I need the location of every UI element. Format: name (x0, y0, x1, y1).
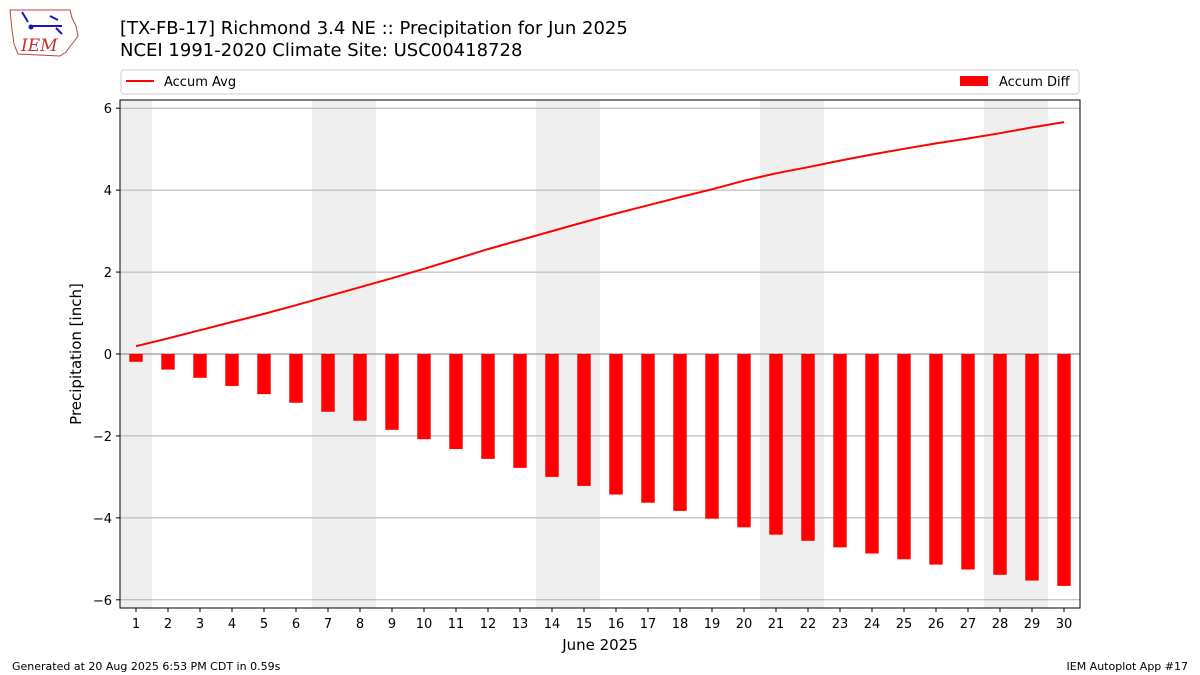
x-axis-ticks: 1 2 3 4 5 6 7 8 9 10 11 12 13 14 15 16 17 18 19 20 21 22 23 24 2… (132, 608, 1072, 632)
x-tick-label: 20 (736, 617, 753, 632)
y-tick-label: 2 (104, 266, 112, 281)
diff-bar (961, 354, 975, 570)
x-tick-label: 29 (1024, 617, 1041, 632)
x-tick-label: 7 (324, 617, 332, 632)
diff-bar (737, 354, 751, 528)
diff-bar (481, 354, 495, 459)
diff-bar (801, 354, 815, 541)
y-axis-ticks: −6 −4 −2 0 2 4 6 (93, 102, 120, 609)
diff-bar (993, 354, 1007, 575)
x-tick-label: 6 (292, 617, 300, 632)
weather-symbols-icon (21, 11, 63, 35)
x-tick-label: 15 (576, 617, 593, 632)
x-tick-label: 17 (640, 617, 657, 632)
x-tick-label: 30 (1056, 617, 1073, 632)
chart-title: [TX-FB-17] Richmond 3.4 NE :: Precipitat… (120, 18, 628, 39)
x-axis-label: June 2025 (561, 636, 638, 654)
diff-bar (609, 354, 623, 495)
x-tick-label: 4 (228, 617, 236, 632)
x-tick-label: 10 (416, 617, 433, 632)
diff-bar (929, 354, 943, 565)
x-tick-label: 18 (672, 617, 689, 632)
y-tick-label: 6 (104, 102, 112, 117)
diff-bar (641, 354, 655, 503)
diff-bar (545, 354, 559, 477)
diff-bar (225, 354, 239, 386)
chart-subtitle: NCEI 1991-2020 Climate Site: USC00418728 (120, 40, 523, 61)
y-tick-label: 0 (104, 348, 112, 363)
app-credit: IEM Autoplot App #17 (1066, 660, 1189, 673)
x-tick-label: 11 (448, 617, 465, 632)
diff-bar (705, 354, 719, 519)
x-tick-label: 9 (388, 617, 396, 632)
diff-bar (513, 354, 527, 468)
x-tick-label: 23 (832, 617, 849, 632)
diff-bar (257, 354, 271, 395)
diff-bar (897, 354, 911, 560)
x-tick-label: 5 (260, 617, 268, 632)
y-tick-label: −6 (93, 594, 112, 609)
y-tick-label: 4 (104, 184, 112, 199)
x-tick-label: 1 (132, 617, 140, 632)
diff-bar (321, 354, 335, 412)
diff-bar (129, 354, 143, 362)
x-tick-label: 16 (608, 617, 625, 632)
diff-bar (161, 354, 175, 370)
diff-bar (769, 354, 783, 535)
station-dot-icon (28, 24, 34, 30)
accum-diff-bars (129, 354, 1071, 586)
diff-bar (289, 354, 303, 403)
x-tick-label: 14 (544, 617, 561, 632)
legend-accum-diff-swatch (960, 76, 988, 86)
diff-bar (193, 354, 207, 378)
y-gridlines (120, 107, 1080, 601)
legend: Accum Avg Accum Diff (120, 69, 1080, 95)
x-tick-label: 12 (480, 617, 497, 632)
y-tick-label: −4 (93, 512, 112, 527)
diff-bar (417, 354, 431, 440)
diff-bar (1057, 354, 1071, 586)
diff-bar (833, 354, 847, 548)
y-tick-label: −2 (93, 430, 112, 445)
diff-bar (673, 354, 687, 511)
x-tick-label: 26 (928, 617, 945, 632)
y-axis-label: Precipitation [inch] (67, 283, 85, 425)
logo-text: IEM (20, 36, 58, 56)
generated-timestamp: Generated at 20 Aug 2025 6:53 PM CDT in … (12, 660, 281, 673)
diff-bar (353, 354, 367, 421)
iem-logo: IEM (9, 9, 79, 57)
x-tick-label: 13 (512, 617, 529, 632)
x-tick-label: 2 (164, 617, 172, 632)
diff-bar (865, 354, 879, 554)
legend-accum-diff-label: Accum Diff (999, 75, 1071, 90)
accum-avg-line (135, 121, 1065, 348)
x-tick-label: 28 (992, 617, 1009, 632)
legend-box (120, 69, 1080, 95)
diff-bar (449, 354, 463, 450)
x-tick-label: 21 (768, 617, 785, 632)
x-tick-label: 19 (704, 617, 721, 632)
diff-bar (385, 354, 399, 430)
legend-accum-avg-label: Accum Avg (164, 75, 236, 90)
x-tick-label: 22 (800, 617, 817, 632)
diff-bar (1025, 354, 1039, 581)
x-tick-label: 27 (960, 617, 977, 632)
diff-bar (577, 354, 591, 486)
x-tick-label: 25 (896, 617, 913, 632)
x-tick-label: 3 (196, 617, 204, 632)
x-tick-label: 24 (864, 617, 881, 632)
x-tick-label: 8 (356, 617, 364, 632)
